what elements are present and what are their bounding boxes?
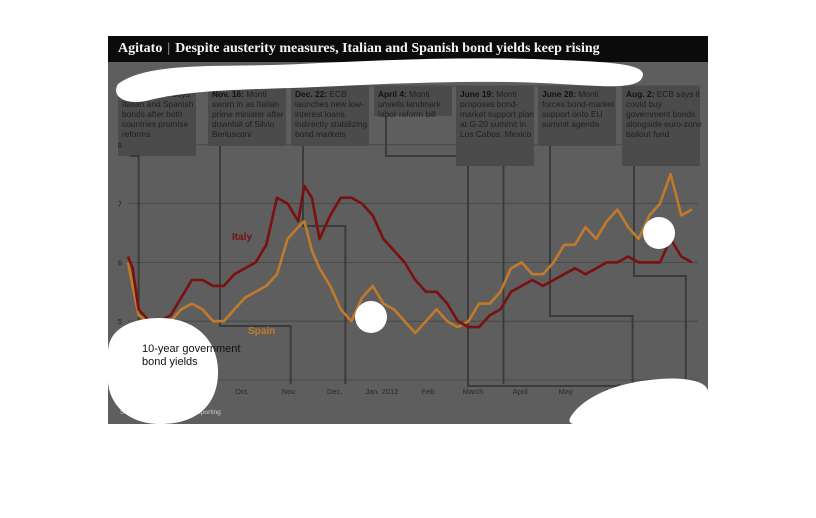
annotation-date: June 28: xyxy=(542,89,576,99)
annotation-text: ECB says it could buy government bonds a… xyxy=(626,89,702,139)
series-line-italy xyxy=(126,184,693,329)
series-label-italy: Italy xyxy=(232,232,253,243)
series-line-spain xyxy=(126,172,693,335)
chart-caption: 10-year government bond yields xyxy=(142,343,241,368)
annotation-note: Dec. 22: ECB launches new low-interest l… xyxy=(295,89,373,139)
annotation-date: Aug. 8: xyxy=(122,89,151,99)
title-text: Despite austerity measures, Italian and … xyxy=(175,41,600,56)
y-tick-label: 8 xyxy=(118,143,122,150)
x-tick-label: July xyxy=(652,387,666,396)
annotation-note: June 19: Monti proposes bond-market supp… xyxy=(460,89,538,139)
annotation-date: Dec. 22: xyxy=(295,89,328,99)
annotation-guide xyxy=(549,146,634,384)
x-tick-label: Oct. xyxy=(235,387,249,396)
chart-title: Agitato | Despite austerity measures, Ital… xyxy=(108,36,708,62)
x-tick-label: Sept xyxy=(189,387,205,396)
x-tick-label: Jan. 2012 xyxy=(365,387,398,396)
annotation-guide xyxy=(219,146,292,384)
source-note: Sources: Tradeweb; WSJ reporting xyxy=(120,409,221,416)
annotation-date: Nov. 16: xyxy=(212,89,244,99)
x-tick-label: March xyxy=(463,387,484,396)
annotation-date: April 4: xyxy=(378,89,407,99)
title-bold: Agitato xyxy=(118,41,163,56)
y-tick-label: 4 xyxy=(118,378,122,385)
annotation-note: Nov. 16: Monti sworn in as Italian prime… xyxy=(212,89,290,139)
y-tick-label: 7 xyxy=(118,202,122,209)
credit-note: The Wall Street Journal xyxy=(628,409,696,416)
x-tick-label: Feb. xyxy=(421,387,436,396)
annotation-guide xyxy=(633,166,687,384)
series-label-spain: Spain xyxy=(248,326,276,337)
x-tick-label: May xyxy=(559,387,573,396)
y-tick-label: 5 xyxy=(118,319,122,326)
annotation-note: Aug. 2: ECB says it could buy government… xyxy=(626,89,704,139)
x-tick-label: Dec. xyxy=(327,387,342,396)
annotation-guide xyxy=(130,155,140,384)
annotation-date: Aug. 2: xyxy=(626,89,655,99)
annotation-guide xyxy=(467,166,620,387)
x-tick-label: Aug. 2011 xyxy=(132,387,166,396)
title-separator: | xyxy=(167,41,171,56)
annotation-note: April 4: Monti unveils landmark labor re… xyxy=(378,89,456,119)
x-tick-label: Nov. xyxy=(282,387,297,396)
chart-figure: 4 5 6 7 8 9% Aug. 2011 Sept Oct. Nov. Dec. Jan. 201… xyxy=(108,36,708,424)
y-tick-label: 6 xyxy=(118,260,122,267)
annotation-date: June 19: xyxy=(460,89,494,99)
annotation-guide xyxy=(385,116,505,384)
annotation-note: Aug. 8: ECB buys Italian and Spanish bon… xyxy=(122,89,200,139)
annotation-guide xyxy=(302,146,347,384)
x-tick-label: June xyxy=(605,387,621,396)
x-tick-label: April xyxy=(513,387,528,396)
annotation-note: June 28: Monti forces bond-market suppor… xyxy=(542,89,620,129)
